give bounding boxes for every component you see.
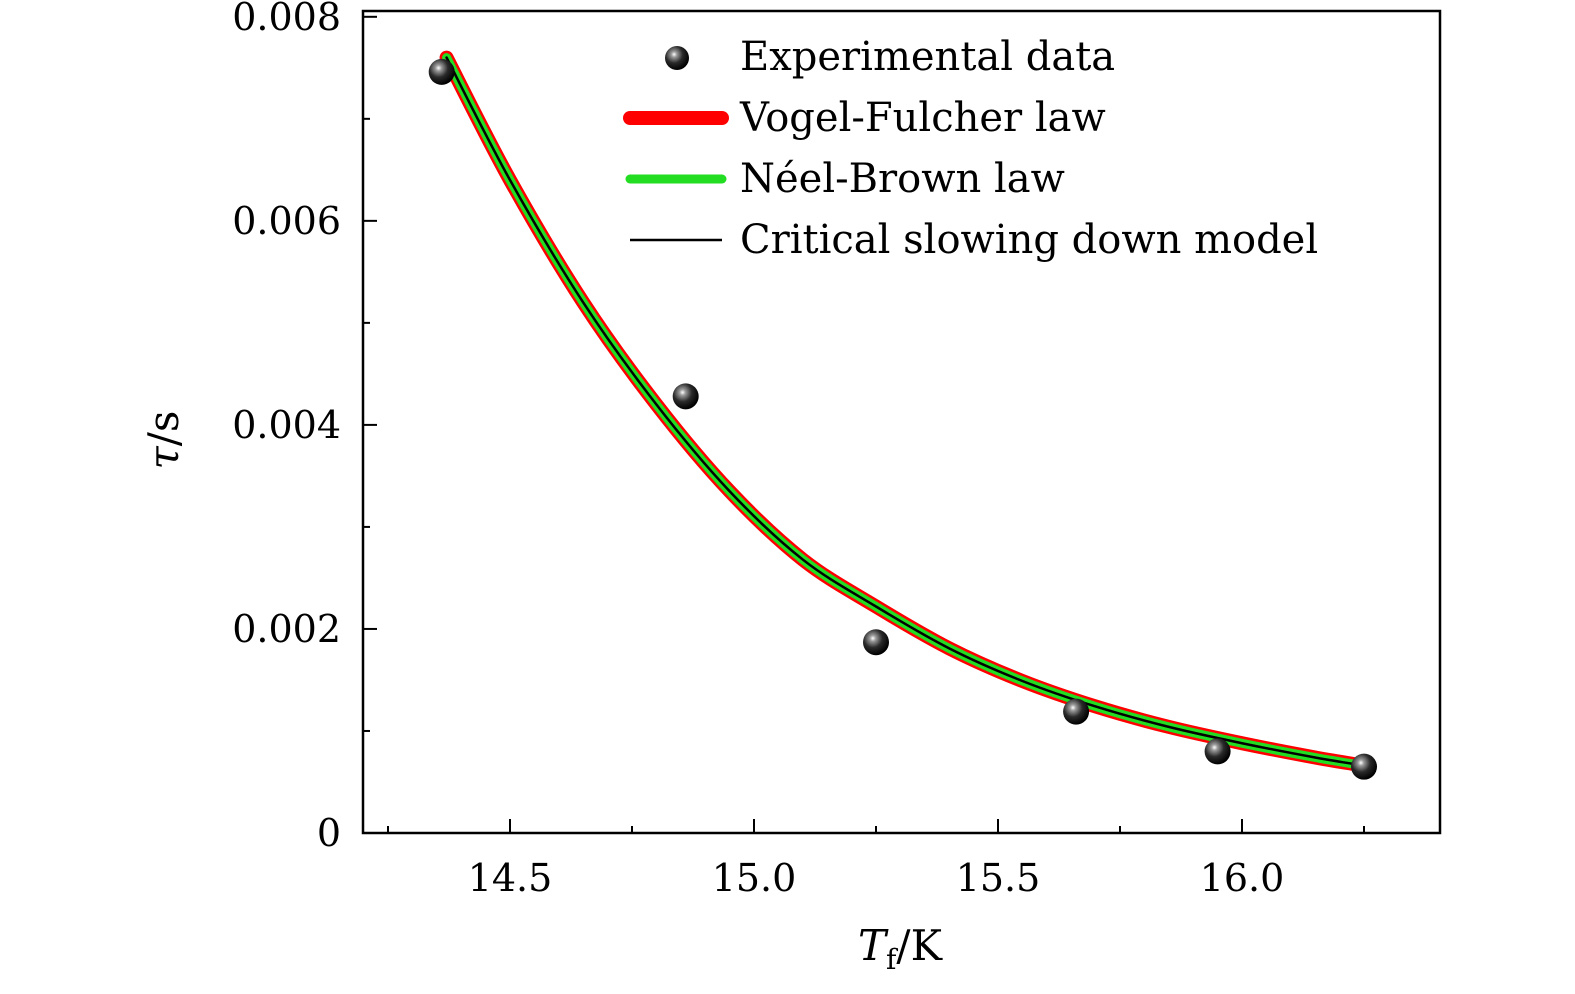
data-point: [1063, 698, 1090, 725]
experimental-points: [428, 58, 1377, 780]
y-tick-label: 0.008: [232, 0, 341, 39]
legend-marker-experimental: [665, 46, 689, 70]
y-tick-label: 0: [317, 811, 341, 855]
x-tick-label: 16.0: [1200, 856, 1285, 900]
x-tick-label: 15.5: [956, 856, 1041, 900]
curve-critical-slowing: [445, 56, 1366, 767]
x-axis-title-main: T: [858, 921, 889, 970]
legend: Experimental data Vogel-Fulcher law Néel…: [623, 34, 1318, 263]
x-axis-ticks: 14.5 15.0 15.5 16.0: [387, 819, 1365, 900]
y-axis-title-main: τ: [139, 445, 188, 469]
y-tick-label: 0.004: [232, 403, 341, 447]
data-point: [428, 58, 455, 85]
plot-frame: [361, 9, 1442, 835]
data-point: [1204, 738, 1231, 765]
x-axis-title: Tf/K: [858, 921, 944, 976]
legend-label-critical-slowing: Critical slowing down model: [740, 217, 1318, 263]
y-tick-label: 0.002: [232, 607, 341, 651]
y-axis-title-unit: /s: [139, 411, 188, 447]
legend-label-vogel-fulcher: Vogel-Fulcher law: [739, 95, 1106, 141]
x-tick-label: 14.5: [468, 856, 553, 900]
y-tick-label: 0.006: [232, 199, 341, 243]
data-point: [1351, 753, 1377, 780]
legend-label-neel-brown: Néel-Brown law: [740, 156, 1065, 202]
x-tick-label: 15.0: [712, 856, 797, 900]
legend-label-experimental: Experimental data: [740, 34, 1115, 80]
x-axis-title-unit: /K: [896, 921, 943, 970]
fit-curves: [439, 50, 1371, 773]
y-axis-ticks: 0 0.002 0.004 0.006 0.008: [232, 0, 377, 855]
data-point: [863, 629, 889, 656]
x-axis-title-sub: f: [886, 943, 899, 976]
y-axis-title: τ/s: [139, 411, 188, 470]
data-point: [672, 383, 699, 410]
